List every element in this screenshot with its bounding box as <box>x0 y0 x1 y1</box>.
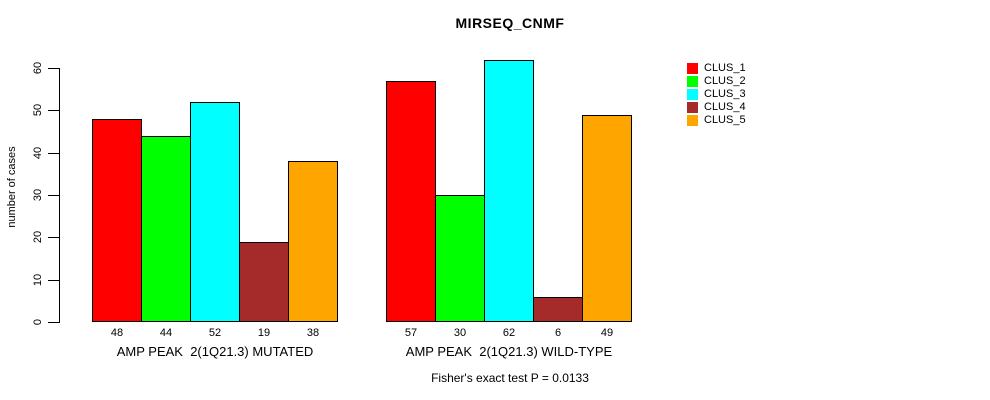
legend-entry-clus_3: CLUS_3 <box>687 88 746 101</box>
y-tick <box>48 153 59 154</box>
group-label-mutated: AMP PEAK 2(1Q21.3) MUTATED <box>116 344 314 359</box>
legend-label: CLUS_5 <box>704 114 746 126</box>
bar-value-label: 44 <box>159 327 173 339</box>
bar-clus_5-group2 <box>582 115 632 322</box>
legend-label: CLUS_3 <box>704 88 746 100</box>
bar-value-label: 19 <box>257 327 271 339</box>
legend-swatch-clus_4 <box>687 102 698 113</box>
y-axis-title: number of cases <box>6 146 18 228</box>
y-tick-label: 50 <box>32 103 44 117</box>
bar-value-label: 30 <box>453 327 467 339</box>
legend-label: CLUS_2 <box>704 75 746 87</box>
fisher-test-annotation: Fisher's exact test P = 0.0133 <box>431 371 589 385</box>
y-tick-label: 60 <box>32 61 44 75</box>
y-tick <box>48 322 59 323</box>
bar-clus_4-group2 <box>533 297 583 322</box>
legend-swatch-clus_3 <box>687 89 698 100</box>
legend-entry-clus_2: CLUS_2 <box>687 75 746 88</box>
bar-value-label: 52 <box>208 327 222 339</box>
bar-clus_2-group1 <box>141 136 191 322</box>
group-label-wildtype: AMP PEAK 2(1Q21.3) WILD-TYPE <box>405 344 613 359</box>
legend-entry-clus_4: CLUS_4 <box>687 101 746 114</box>
legend-entry-clus_5: CLUS_5 <box>687 114 746 127</box>
bar-clus_1-group2 <box>386 81 436 322</box>
y-tick <box>48 110 59 111</box>
bar-value-label: 6 <box>554 327 562 339</box>
y-tick <box>48 68 59 69</box>
legend-entry-clus_1: CLUS_1 <box>687 62 746 75</box>
legend-swatch-clus_2 <box>687 76 698 87</box>
y-axis-line <box>59 68 60 323</box>
chart-title: MIRSEQ_CNMF <box>455 15 565 31</box>
legend-label: CLUS_1 <box>704 62 746 74</box>
bar-clus_5-group1 <box>288 161 338 322</box>
legend-swatch-clus_1 <box>687 63 698 74</box>
y-tick-label: 30 <box>32 188 44 202</box>
y-tick-label: 40 <box>32 146 44 160</box>
bar-clus_3-group2 <box>484 60 534 322</box>
y-tick <box>48 195 59 196</box>
legend: CLUS_1 CLUS_2 CLUS_3 CLUS_4 CLUS_5 <box>687 62 746 127</box>
bar-clus_3-group1 <box>190 102 240 322</box>
bar-value-label: 48 <box>110 327 124 339</box>
bar-clus_1-group1 <box>92 119 142 322</box>
bar-clus_2-group2 <box>435 195 485 322</box>
y-tick <box>48 237 59 238</box>
bar-value-label: 62 <box>502 327 516 339</box>
bar-clus_4-group1 <box>239 242 289 322</box>
legend-swatch-clus_5 <box>687 115 698 126</box>
bar-value-label: 57 <box>404 327 418 339</box>
bar-value-label: 49 <box>600 327 614 339</box>
y-tick <box>48 280 59 281</box>
y-tick-label: 10 <box>32 273 44 287</box>
legend-label: CLUS_4 <box>704 101 746 113</box>
y-tick-label: 20 <box>32 230 44 244</box>
bar-value-label: 38 <box>306 327 320 339</box>
y-tick-label: 0 <box>32 318 44 326</box>
